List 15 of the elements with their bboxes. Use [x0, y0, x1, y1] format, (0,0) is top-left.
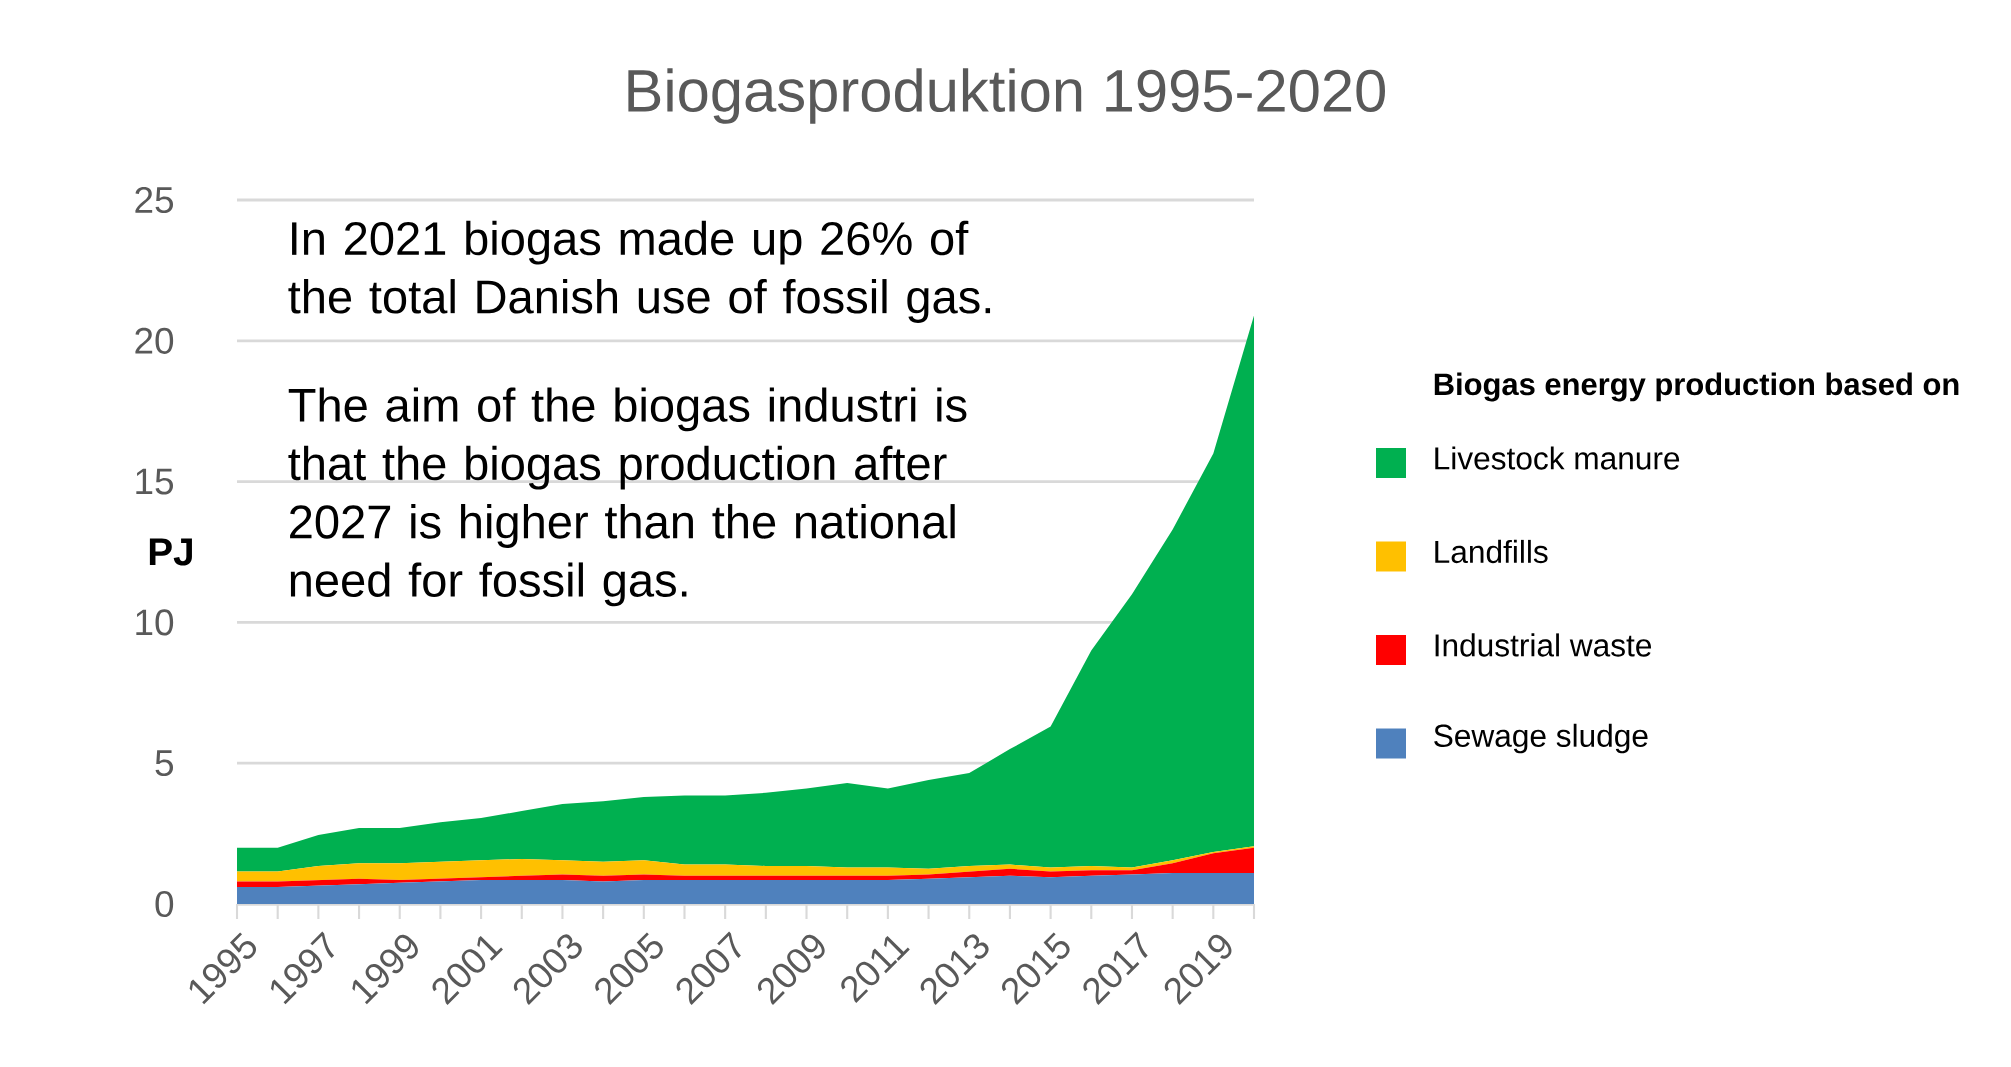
legend-label: Landfills — [1435, 539, 1548, 564]
legend-label: Industrial waste — [1435, 633, 1652, 657]
chart-title: Biogasproduktion 1995-2020 — [628, 68, 1385, 124]
y-tick-label: 5 — [155, 750, 174, 777]
legend-title: Biogas energy production based on — [1434, 372, 1959, 402]
y-tick-label: 25 — [135, 186, 174, 214]
y-tick-label: 15 — [136, 468, 174, 495]
legend-label: Sewage sludge — [1434, 723, 1648, 754]
annotation: The aim of the biogas industri is that the biogas production after 2027 is higher than the national need for fossil gas. — [288, 387, 967, 607]
y-tick-label: 20 — [135, 327, 174, 354]
legend-label: Livestock manure — [1435, 446, 1680, 470]
y-axis-title: PJ — [149, 538, 192, 566]
y-tick-label: 10 — [136, 609, 174, 636]
y-tick-label: 0 — [155, 890, 174, 918]
annotation: In 2021 biogas made up 26% of the total Danish use of fossil gas. — [288, 220, 991, 323]
